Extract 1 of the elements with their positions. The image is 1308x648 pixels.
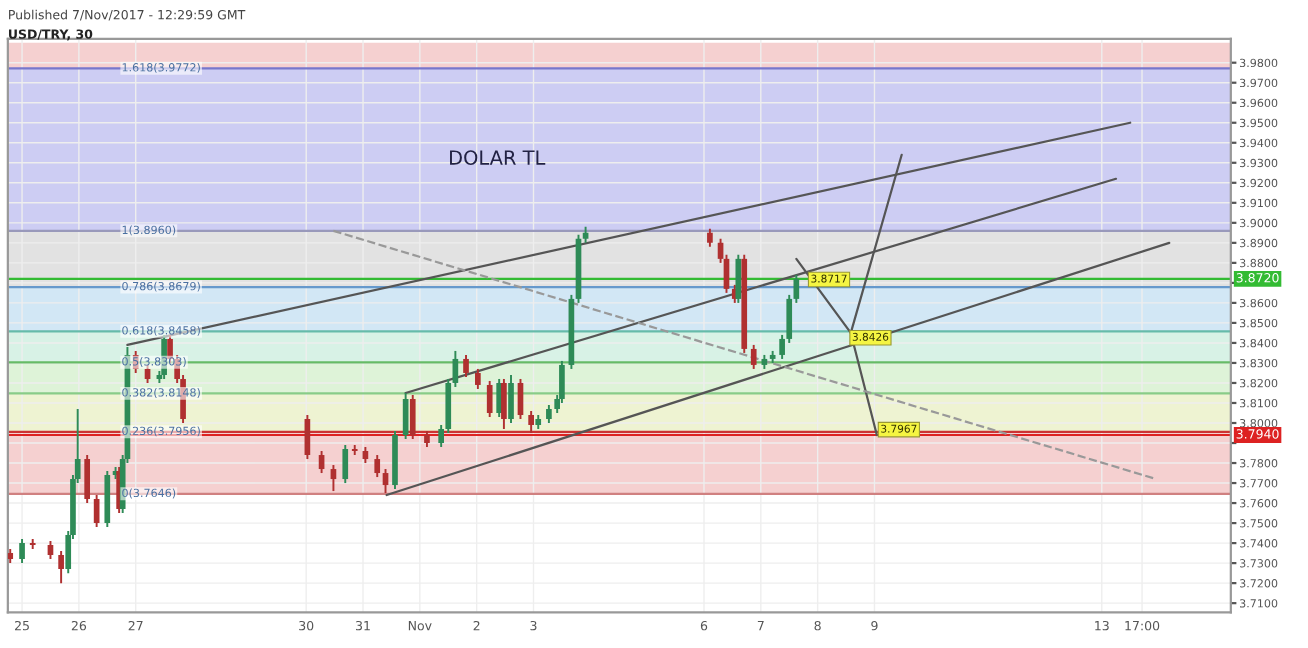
annotation: DOLAR TL (450, 150, 546, 165)
